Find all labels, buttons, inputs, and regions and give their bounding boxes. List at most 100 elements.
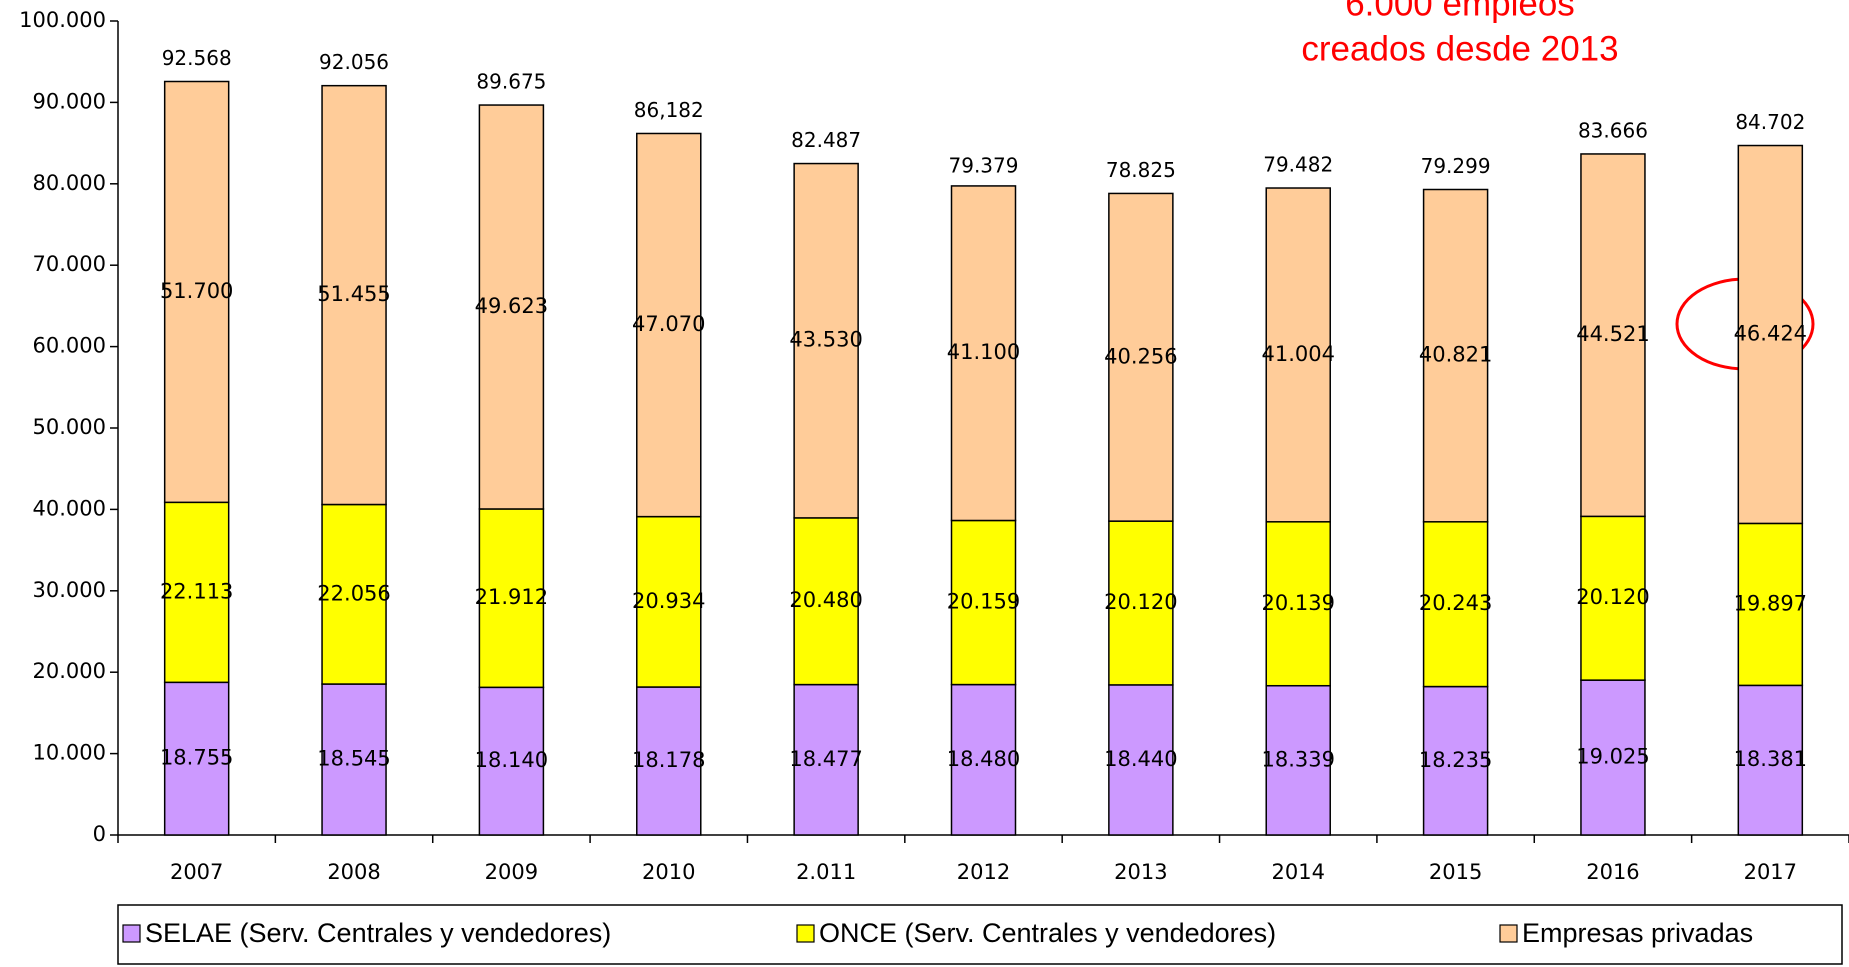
bar-segment: [1422, 188, 1489, 523]
data-label: 20.159: [947, 590, 1020, 614]
legend-box: [117, 904, 1843, 965]
bar-segment: [1265, 684, 1331, 836]
x-tick-label: 2012: [957, 860, 1010, 884]
bar-segment: [163, 80, 230, 504]
bar-segment: [321, 683, 387, 836]
total-label: 92.056: [319, 50, 389, 74]
total-label: 83.666: [1578, 118, 1648, 142]
bar-segment: [636, 132, 702, 518]
x-tick-label: 2009: [485, 860, 538, 884]
bar-segment: [478, 686, 545, 836]
total-label: 78.825: [1106, 158, 1176, 182]
data-label: 41.100: [947, 340, 1020, 364]
total-label: 79.482: [1263, 153, 1333, 177]
data-label: 47.070: [632, 312, 705, 336]
data-label: 18.480: [947, 747, 1020, 771]
bar-segment: [1580, 515, 1646, 681]
data-label: 40.256: [1104, 344, 1177, 368]
data-label: 18.477: [789, 747, 862, 771]
legend-label: ONCE (Serv. Centrales y vendedores): [819, 918, 1276, 948]
x-tick-label: 2008: [327, 860, 380, 884]
y-tick-label: 10.000: [33, 741, 106, 765]
bar-segment: [1422, 685, 1489, 836]
bar-segment: [478, 104, 545, 510]
data-label: 40.821: [1419, 343, 1492, 367]
bar-segment: [1108, 192, 1174, 522]
bar-segment: [1108, 684, 1174, 836]
x-tick-label: 2015: [1429, 860, 1482, 884]
data-label: 20.934: [632, 589, 705, 613]
data-label: 18.339: [1261, 747, 1334, 771]
y-tick-label: 70.000: [33, 252, 106, 276]
y-tick-label: 90.000: [33, 89, 106, 113]
x-tick-label: 2007: [170, 860, 223, 884]
data-label: 51.455: [317, 282, 390, 306]
data-label: 51.700: [160, 279, 233, 303]
bar-segment: [1265, 187, 1331, 523]
y-tick-label: 100.000: [19, 8, 106, 32]
data-label: 18.178: [632, 748, 705, 772]
bar-segment: [321, 84, 387, 506]
data-label: 20.139: [1261, 591, 1334, 615]
data-label: 44.521: [1576, 322, 1649, 346]
y-tick-label: 80.000: [33, 171, 106, 195]
x-tick-label: 2017: [1744, 860, 1797, 884]
bar-segment: [950, 683, 1017, 836]
data-label: 49.623: [475, 294, 548, 318]
legend-swatch: [1499, 924, 1518, 943]
legend-label: SELAE (Serv. Centrales y vendedores): [145, 918, 611, 948]
bar-segment: [1265, 521, 1331, 687]
data-label: 18.440: [1104, 747, 1177, 771]
data-label: 19.897: [1734, 591, 1807, 615]
data-label: 43.530: [789, 328, 862, 352]
bar-segment: [1580, 153, 1646, 518]
bar-segment: [1580, 679, 1646, 836]
bar-segment: [1737, 522, 1804, 687]
y-tick-label: 50.000: [33, 415, 106, 439]
bar-segment: [1737, 144, 1804, 525]
data-label: 19.025: [1576, 745, 1649, 769]
data-label: 18.545: [317, 747, 390, 771]
bar-segment: [950, 185, 1017, 522]
legend-label: Empresas privadas: [1522, 918, 1753, 948]
y-tick-label: 40.000: [33, 496, 106, 520]
data-label: 18.755: [160, 746, 233, 770]
data-label: 22.113: [160, 579, 233, 603]
x-tick-label: 2010: [642, 860, 695, 884]
x-tick-label: 2016: [1586, 860, 1639, 884]
data-label: 18.140: [475, 748, 548, 772]
data-label: 20.480: [789, 588, 862, 612]
y-tick-label: 20.000: [33, 659, 106, 683]
data-label: 18.235: [1419, 748, 1492, 772]
data-label: 20.120: [1104, 590, 1177, 614]
data-label: 20.243: [1419, 591, 1492, 615]
legend-swatch: [796, 924, 815, 943]
annotation: creados desde 2013: [1301, 29, 1618, 68]
y-tick-label: 0: [93, 822, 106, 846]
data-label: 41.004: [1261, 342, 1334, 366]
x-tick-label: 2014: [1272, 860, 1325, 884]
bar-segment: [793, 683, 859, 836]
data-label: 18.381: [1734, 747, 1807, 771]
annotation: 6.000 empleos: [1345, 0, 1575, 23]
y-tick-label: 30.000: [33, 578, 106, 602]
legend-swatch: [122, 924, 141, 943]
total-label: 82.487: [791, 128, 861, 152]
total-label: 89.675: [476, 70, 546, 94]
total-label: 79.379: [949, 153, 1019, 177]
bar-segment: [793, 517, 859, 686]
x-tick-label: 2.011: [796, 860, 856, 884]
bar-segment: [1737, 684, 1804, 836]
total-label: 86,182: [634, 98, 704, 122]
bar-segment: [793, 162, 859, 519]
total-label: 84.702: [1735, 110, 1805, 134]
bar-segment: [321, 503, 387, 685]
y-tick-label: 60.000: [33, 334, 106, 358]
data-label: 46.424: [1734, 321, 1807, 345]
data-label: 21.912: [475, 585, 548, 609]
total-label: 79.299: [1421, 154, 1491, 178]
bar-segment: [478, 508, 545, 689]
bar-segment: [1108, 520, 1174, 686]
data-label: 22.056: [317, 581, 390, 605]
